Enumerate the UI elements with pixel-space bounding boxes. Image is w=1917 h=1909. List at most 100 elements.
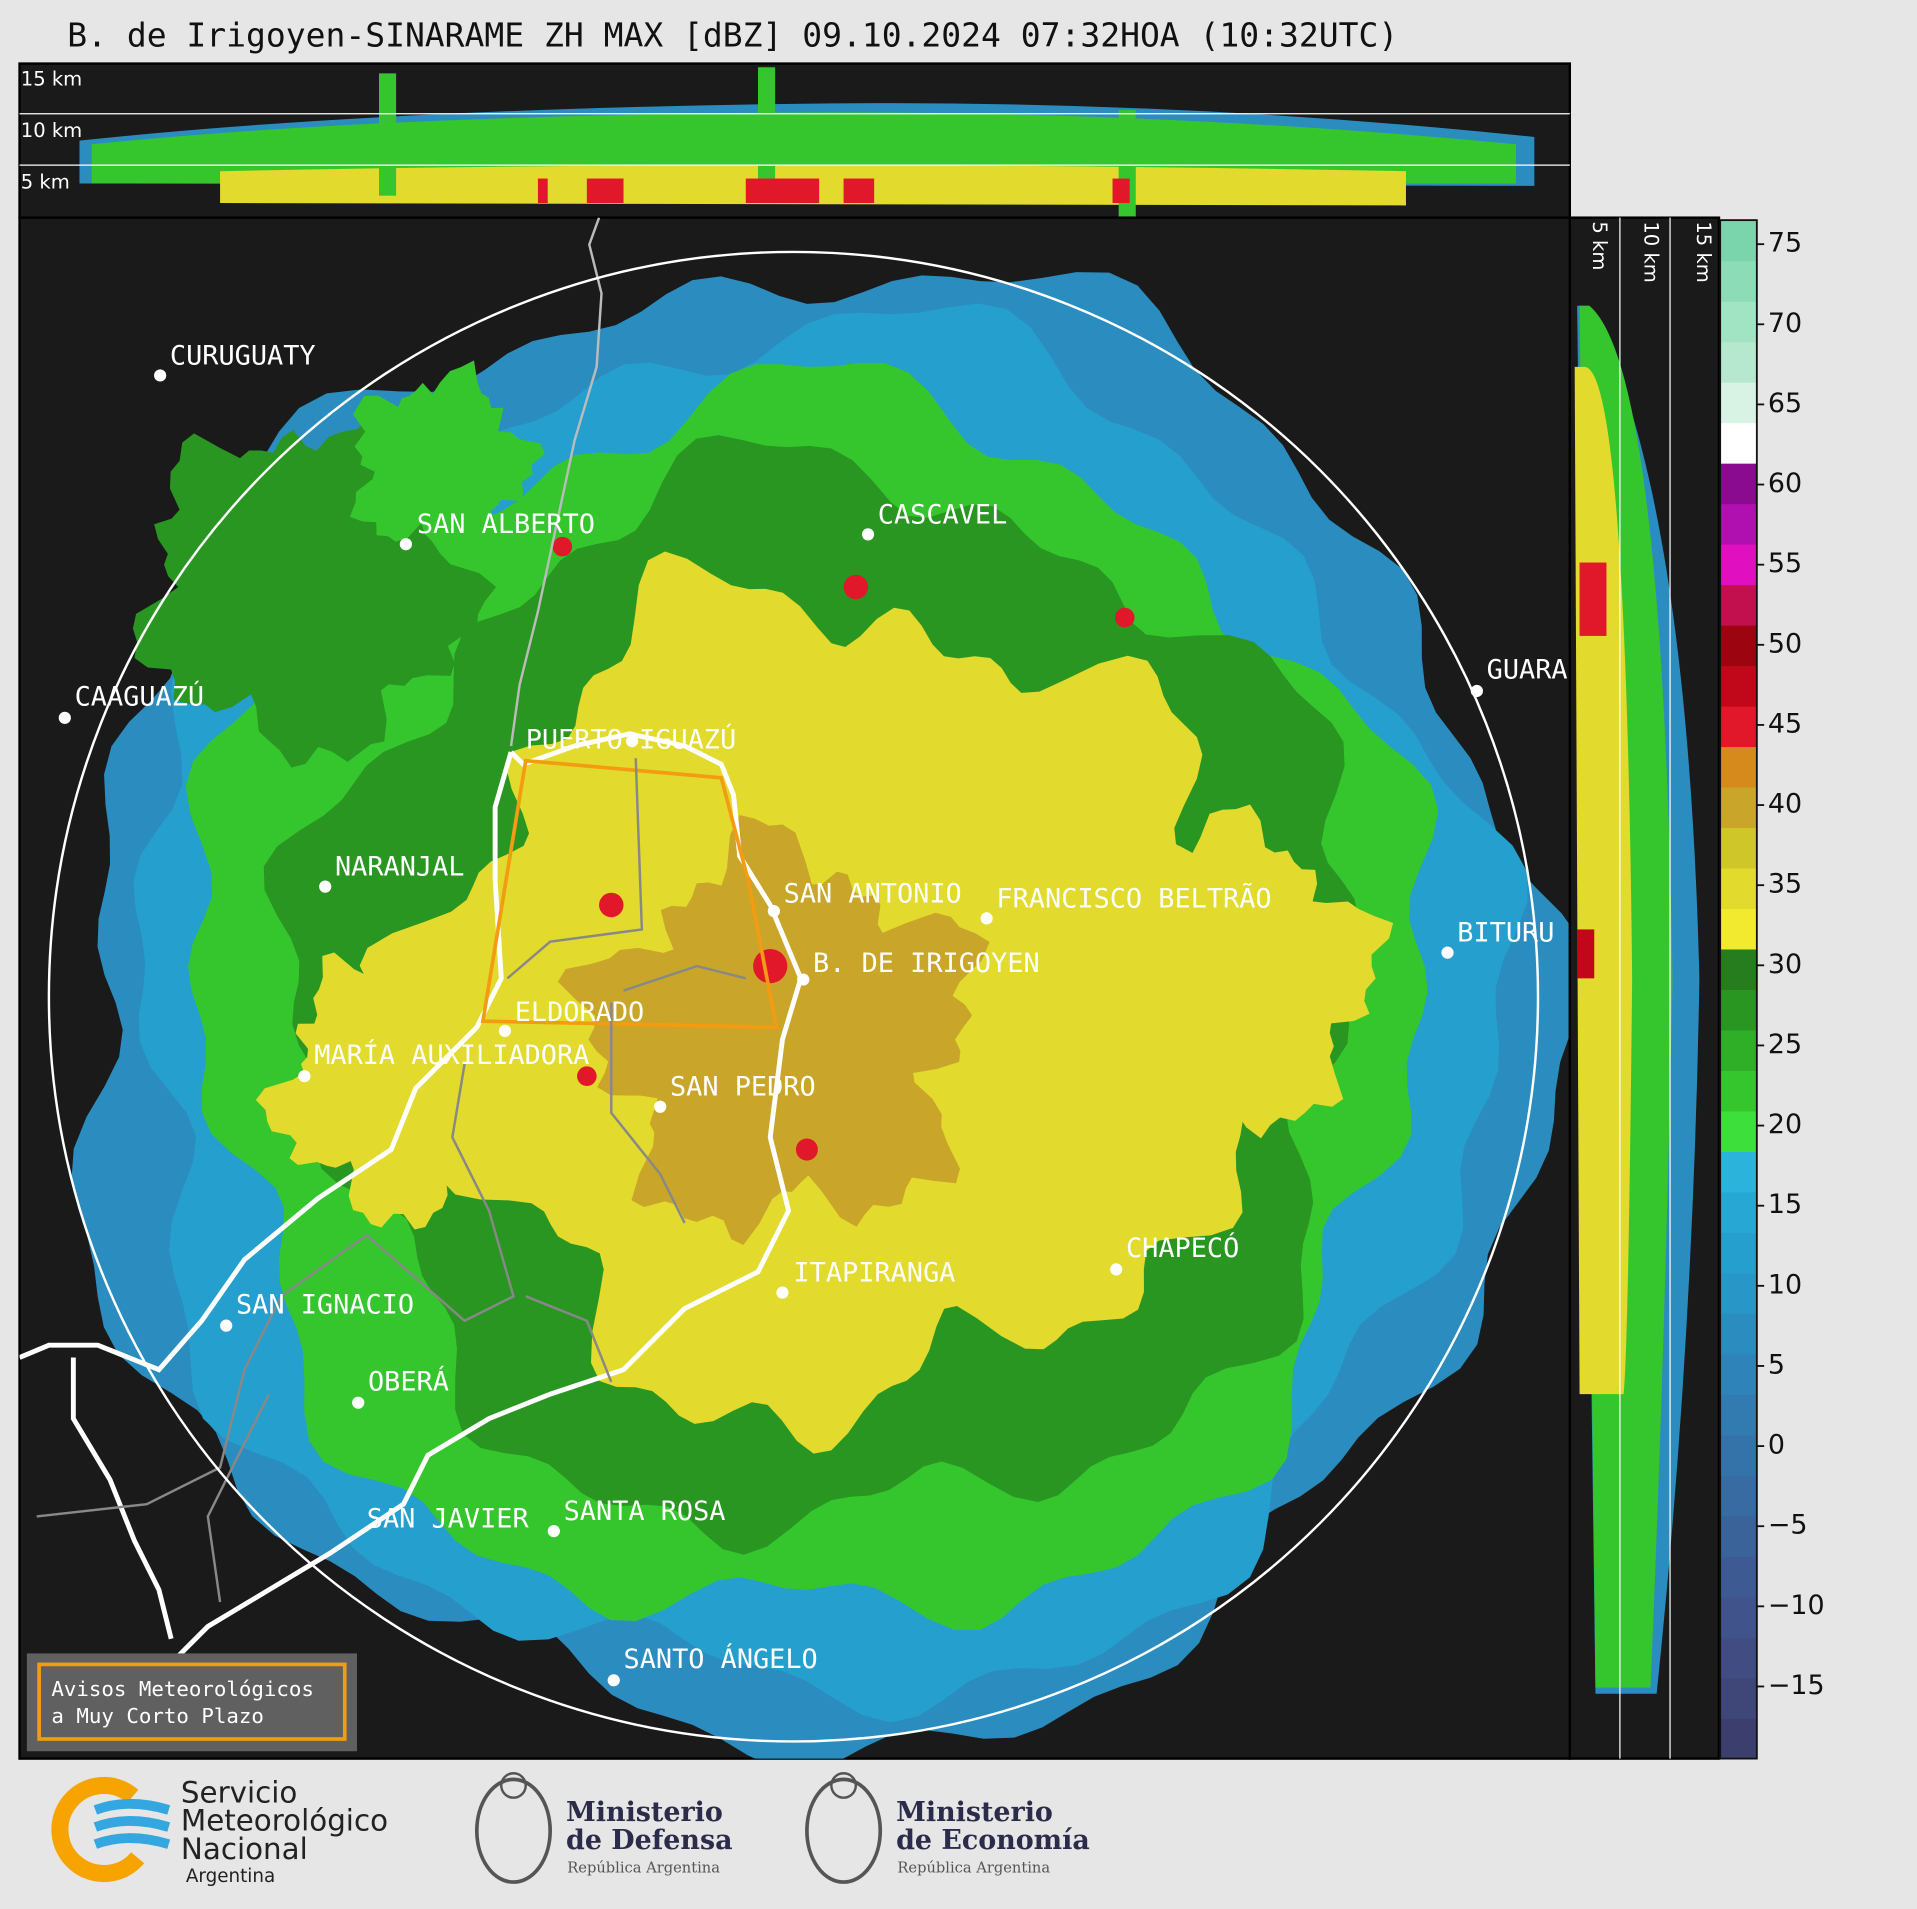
colorbar-bin bbox=[1720, 908, 1757, 950]
city-dot bbox=[547, 1524, 560, 1538]
colorbar-tick-label: 75 bbox=[1768, 228, 1802, 259]
city-label: SAN JAVIER bbox=[367, 1503, 530, 1534]
colorbar-bin bbox=[1720, 1394, 1757, 1436]
city-label: SANTA ROSA bbox=[564, 1496, 726, 1527]
colorbar-tick-label: −5 bbox=[1768, 1510, 1808, 1541]
colorbar-bin bbox=[1720, 989, 1757, 1031]
colorbar-tick-label: 35 bbox=[1768, 869, 1802, 900]
colorbar-bin bbox=[1720, 301, 1757, 343]
height-label: 15 km bbox=[21, 68, 82, 91]
echo-intense bbox=[552, 536, 573, 557]
colorbar-bin bbox=[1720, 1272, 1757, 1314]
city-dot bbox=[1110, 1263, 1123, 1276]
city-label: CAAGUAZÚ bbox=[75, 681, 205, 713]
logo-text: Ministerio bbox=[896, 1797, 1053, 1828]
colorbar-bin bbox=[1720, 867, 1757, 909]
height-label: 15 km bbox=[1692, 221, 1715, 282]
colorbar-bin bbox=[1720, 1070, 1757, 1112]
colorbar-tick-label: 50 bbox=[1768, 628, 1802, 659]
city-label: CASCAVEL bbox=[878, 499, 1008, 530]
city-label: ELDORADO bbox=[515, 997, 645, 1028]
echo-intense bbox=[586, 178, 624, 204]
logo-emblem bbox=[474, 1777, 552, 1884]
echo-moderate bbox=[1118, 110, 1136, 218]
colorbar-tick-label: 65 bbox=[1768, 388, 1802, 419]
colorbar-bin bbox=[1720, 544, 1757, 586]
colorbar-bin bbox=[1720, 1434, 1757, 1476]
echo-intense bbox=[843, 178, 875, 204]
colorbar-bin bbox=[1720, 1191, 1757, 1233]
city-dot bbox=[58, 711, 71, 724]
echo-strong bbox=[255, 952, 546, 1230]
colorbar-tick-label: −15 bbox=[1768, 1670, 1825, 1701]
height-label: 5 km bbox=[1588, 221, 1611, 270]
city-dot bbox=[1441, 946, 1454, 959]
colorbar-bin bbox=[1720, 1515, 1757, 1557]
logo-text: de Defensa bbox=[566, 1825, 732, 1856]
colorbar-bin bbox=[1720, 1029, 1757, 1071]
city-dot bbox=[767, 904, 781, 918]
colorbar-tick-label: 10 bbox=[1768, 1269, 1802, 1300]
echo-intense bbox=[753, 948, 788, 984]
colorbar-tick-label: 25 bbox=[1768, 1029, 1802, 1060]
logo-waves bbox=[93, 1799, 171, 1849]
borders bbox=[19, 217, 804, 1665]
colorbar-bin bbox=[1720, 463, 1757, 505]
logo-ring bbox=[51, 1776, 157, 1883]
colorbar-bin bbox=[1720, 220, 1757, 262]
city-label: OBERÁ bbox=[368, 1365, 449, 1397]
colorbar-bin bbox=[1720, 1718, 1757, 1760]
logo-smn: Servicio Meteorológico Nacional Argentin… bbox=[51, 1776, 388, 1887]
colorbar-tick-label: 0 bbox=[1768, 1430, 1785, 1461]
city-dot bbox=[399, 538, 413, 551]
border-line bbox=[509, 217, 603, 747]
city-label: NARANJAL bbox=[335, 852, 465, 883]
city-dot bbox=[797, 973, 810, 986]
logo-economia: Ministerio de Economía República Argenti… bbox=[805, 1772, 1090, 1884]
range-ring bbox=[47, 250, 1540, 1743]
logo-defensa: Ministerio de Defensa República Argentin… bbox=[474, 1772, 733, 1884]
city-dot bbox=[1470, 684, 1483, 698]
colorbar-bin bbox=[1720, 624, 1757, 667]
colorbar-tick-label: 15 bbox=[1768, 1189, 1802, 1220]
colorbar-bin bbox=[1720, 1475, 1757, 1517]
city-label: SAN PEDRO bbox=[670, 1072, 816, 1103]
colorbar-tick-label: 60 bbox=[1768, 468, 1802, 499]
city-dot bbox=[607, 1674, 620, 1687]
echo-moderate bbox=[349, 360, 545, 565]
city-label: MARÍA AUXILIADORA bbox=[314, 1039, 589, 1071]
city-dot bbox=[220, 1319, 233, 1332]
colorbar-bin bbox=[1720, 1353, 1757, 1395]
echo-strong bbox=[557, 814, 990, 1245]
colorbar-bin bbox=[1720, 1151, 1757, 1193]
city-label: ITAPIRANGA bbox=[793, 1258, 955, 1289]
title: B. de Irigoyen-SINARAME ZH MAX [dBZ] 09.… bbox=[67, 15, 1398, 54]
warning-text: Avisos Meteorológicos bbox=[51, 1677, 314, 1701]
colorbar-bin bbox=[1720, 1596, 1757, 1638]
city-dot bbox=[776, 1286, 789, 1299]
logo-emblem bbox=[805, 1777, 883, 1884]
city-label: CURUGUATY bbox=[170, 340, 316, 371]
city-dot bbox=[980, 912, 993, 925]
logo-text: Servicio bbox=[181, 1776, 297, 1810]
city-label: SAN ANTONIO bbox=[784, 879, 962, 910]
city-label: GUARA bbox=[1487, 655, 1568, 686]
echo-intense bbox=[745, 178, 820, 204]
city-dot bbox=[498, 1024, 512, 1038]
logo-subtitle: República Argentina bbox=[897, 1859, 1050, 1876]
logo-sun bbox=[500, 1772, 527, 1799]
colorbar-bin bbox=[1720, 665, 1757, 707]
city-dot bbox=[861, 528, 875, 541]
colorbar-bin bbox=[1720, 746, 1757, 788]
echo-intense bbox=[1577, 929, 1595, 979]
side-echoes bbox=[1574, 305, 1700, 1694]
city-dot bbox=[319, 880, 332, 893]
city-dot bbox=[654, 1100, 667, 1113]
country-border bbox=[19, 731, 804, 1665]
logo-text: Meteorológico bbox=[181, 1804, 388, 1838]
colorbar-tick-label: 70 bbox=[1768, 308, 1802, 339]
colorbar-bin bbox=[1720, 422, 1757, 464]
